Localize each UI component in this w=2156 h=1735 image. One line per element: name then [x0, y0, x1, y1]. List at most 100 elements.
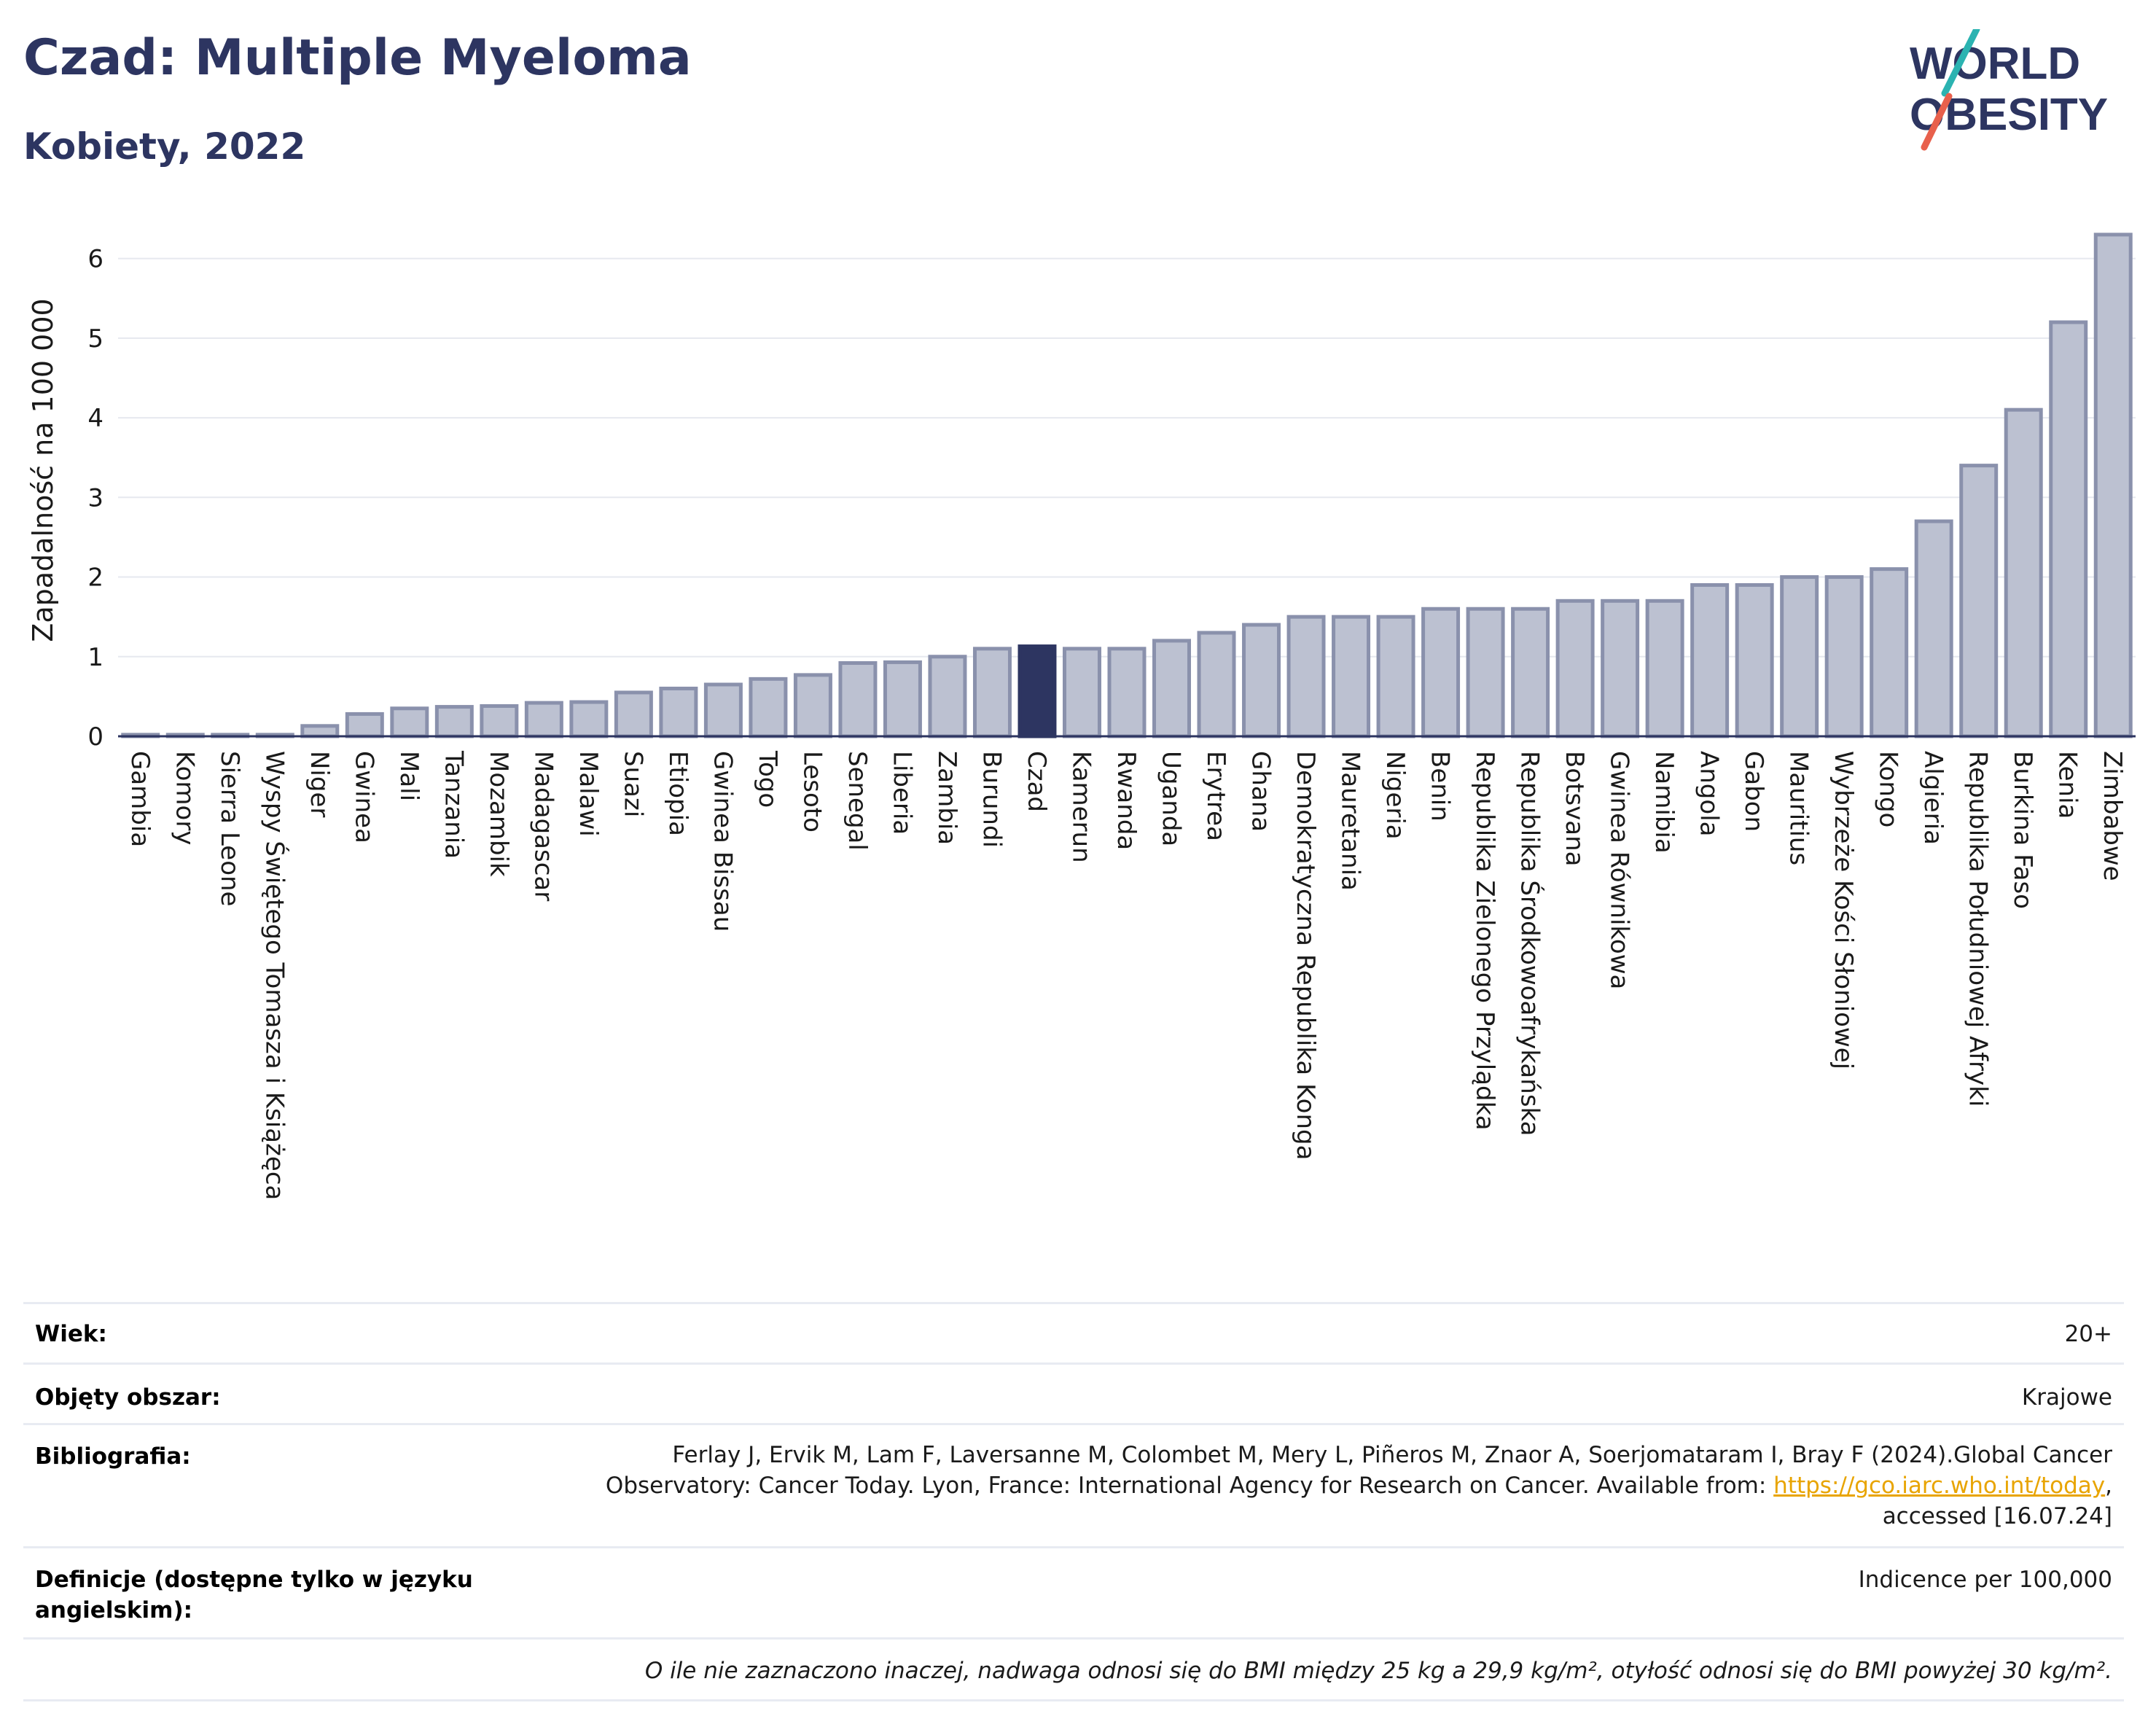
x-tick-label: Mozambik [484, 751, 513, 877]
bar-angola[interactable] [1690, 582, 1730, 738]
bar-rwanda[interactable] [1107, 647, 1147, 738]
bar-kenia[interactable] [2049, 320, 2088, 738]
logo-line1: WORLD [1910, 39, 2080, 89]
bar-liberia[interactable] [883, 660, 922, 738]
x-tick-label: Niger [305, 751, 334, 817]
y-tick-label: 3 [87, 483, 103, 512]
bar-republika-zielonego-przylądka[interactable] [1466, 607, 1505, 738]
bar-zambia[interactable] [928, 655, 967, 738]
bar-benin[interactable] [1421, 607, 1461, 738]
x-tick-label: Komory [170, 751, 199, 845]
x-tick-label: Republika Środkowoafrykańska [1515, 751, 1545, 1136]
x-tick-label: Gwinea Bissau [708, 751, 737, 932]
age-value: 20+ [2064, 1321, 2112, 1347]
x-tick-label: Wyspy Świętego Tomasza i Książęca [259, 751, 289, 1200]
x-tick-label: Tanzania [439, 750, 468, 859]
bibliography-label: Bibliografia: [35, 1443, 191, 1470]
x-tick-label: Gwinea Równikowa [1605, 751, 1634, 989]
footnote: O ile nie zaznaczono inaczej, nadwaga od… [644, 1658, 2112, 1684]
area-value: Krajowe [2021, 1384, 2112, 1411]
bibliography-line-3: accessed [16.07.24] [1882, 1503, 2112, 1529]
bar-demokratyczna-republika-konga[interactable] [1286, 615, 1326, 738]
x-tick-label: Erytrea [1201, 751, 1230, 841]
bar-mauretania[interactable] [1332, 615, 1371, 738]
x-tick-label: Zimbabwe [2098, 751, 2127, 881]
info-row-age: Wiek: 20+ [23, 1302, 2124, 1364]
bar-burkina-faso[interactable] [2004, 408, 2043, 738]
bar-gwinea[interactable] [345, 711, 384, 738]
bar-ghana[interactable] [1242, 623, 1281, 738]
bar-czad[interactable] [1018, 644, 1057, 738]
chart-title: Czad: Multiple Myeloma [23, 29, 692, 87]
bar-gwinea-bissau[interactable] [703, 682, 743, 738]
bar-gwinea-równikowa[interactable] [1601, 599, 1640, 738]
bar-uganda[interactable] [1152, 639, 1192, 738]
bibliography-link[interactable]: https://gco.iarc.who.int/today [1773, 1473, 2106, 1499]
info-row-area: Objęty obszar: Krajowe [23, 1362, 2124, 1424]
bibliography-line-2: Observatory: Cancer Today. Lyon, France:… [605, 1473, 2112, 1499]
x-tick-label: Kamerun [1066, 751, 1095, 863]
y-tick-label: 4 [87, 404, 103, 433]
bar-chart: 0 1 2 3 4 5 6 Gambia Komory Sierra Leone Wyspy Św… [27, 233, 2136, 1200]
x-tick-label: Burkina Faso [2008, 751, 2037, 909]
bar-kamerun[interactable] [1062, 647, 1101, 738]
world-obesity-logo: WORLD OBESITY [1910, 29, 2108, 151]
bar-republika-południowej-afryki[interactable] [1959, 464, 1999, 738]
bar-mauritius[interactable] [1780, 575, 1819, 738]
x-tick-label: Kenia [2053, 751, 2082, 819]
x-tick-label: Burundi [977, 751, 1006, 848]
bar-zimbabwe[interactable] [2093, 233, 2133, 738]
bar-malawi[interactable] [569, 700, 609, 738]
x-tick-label: Sierra Leone [215, 751, 244, 906]
x-tick-labels: Gambia Komory Sierra Leone Wyspy Świętego T… [125, 750, 2127, 1200]
x-tick-label: Lesoto [797, 751, 827, 833]
bar-senegal[interactable] [838, 661, 878, 738]
y-tick-labels: 0 1 2 3 4 5 6 [87, 245, 103, 752]
bar-nigeria[interactable] [1376, 615, 1415, 738]
bar-wybrzeże-kości-słoniowej[interactable] [1824, 575, 1864, 738]
bar-niger[interactable] [300, 724, 340, 738]
bar-namibia[interactable] [1645, 599, 1684, 738]
info-row-definitions: Definicje (dostępne tylko w języku angie… [23, 1546, 2124, 1639]
x-tick-label: Etiopia [663, 751, 692, 836]
x-tick-label: Demokratyczna Republika Konga [1291, 751, 1320, 1160]
y-tick-label: 2 [87, 564, 103, 593]
bar-republika-środkowoafrykańska[interactable] [1511, 607, 1550, 738]
bar-botsvana[interactable] [1555, 599, 1595, 738]
x-tick-label: Benin [1426, 751, 1455, 822]
bibliography-line-1: Ferlay J, Ervik M, Lam F, Laversanne M, … [672, 1442, 2112, 1468]
bar-madagascar[interactable] [524, 701, 563, 738]
bar-lesoto[interactable] [793, 673, 832, 738]
info-row-note: O ile nie zaznaczono inaczej, nadwaga od… [23, 1637, 2124, 1701]
x-tick-label: Wybrzeże Kości Słoniowej [1829, 751, 1858, 1069]
info-row-bibliography: Bibliografia: Ferlay J, Ervik M, Lam F, … [23, 1423, 2124, 1548]
y-tick-label: 0 [87, 722, 103, 752]
definitions-label: Definicje (dostępne tylko w języku angie… [35, 1567, 473, 1623]
bar-algieria[interactable] [1914, 519, 1953, 738]
x-tick-label: Algieria [1918, 751, 1948, 845]
x-tick-label: Madagascar [528, 751, 558, 901]
bar-etiopia[interactable] [659, 686, 698, 738]
x-tick-label: Suazi [618, 751, 647, 817]
x-tick-label: Rwanda [1112, 751, 1141, 850]
bar-suazi[interactable] [614, 690, 653, 738]
bar-kongo[interactable] [1870, 567, 1909, 738]
x-tick-label: Senegal [843, 751, 872, 851]
x-tick-label: Malawi [574, 751, 603, 837]
x-tick-label: Czad [1022, 751, 1051, 812]
bar-togo[interactable] [749, 677, 788, 738]
bar-erytrea[interactable] [1197, 631, 1236, 738]
bar-gabon[interactable] [1735, 582, 1774, 738]
x-tick-label: Mali [394, 751, 423, 801]
bar-mali[interactable] [390, 706, 429, 738]
bar-mozambik[interactable] [480, 703, 519, 738]
bar-burundi[interactable] [972, 647, 1012, 738]
bibliography-value: Ferlay J, Ervik M, Lam F, Laversanne M, … [436, 1440, 2112, 1532]
x-tick-label: Namibia [1649, 751, 1679, 854]
x-tick-label: Gwinea [349, 751, 378, 843]
x-tick-label: Botsvana [1560, 751, 1589, 867]
x-tick-label: Gabon [1739, 751, 1768, 832]
x-tick-label: Mauretania [1336, 751, 1365, 891]
y-axis-label: Zapadalność na 100 000 [27, 298, 59, 642]
bar-tanzania[interactable] [434, 705, 474, 738]
